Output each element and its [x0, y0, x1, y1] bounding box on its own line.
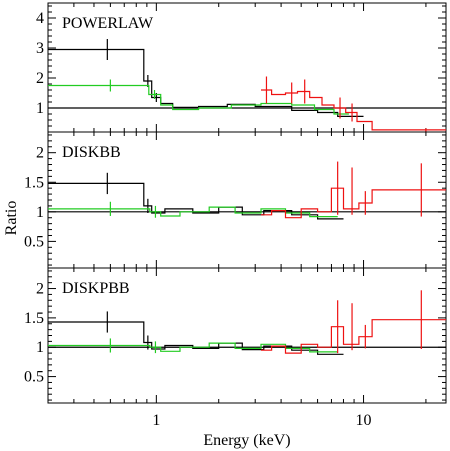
y-tick-label: 2 [36, 70, 44, 87]
panel-title: DISKPBB [62, 280, 130, 297]
series-black-steps [48, 321, 344, 355]
y-tick-label: 4 [36, 10, 44, 27]
series-green-steps [48, 84, 349, 115]
x-tick-label: 1 [152, 412, 160, 429]
y-tick-label: 0.5 [24, 369, 44, 386]
series-red-steps [261, 319, 446, 354]
panels: 1 2 3 4 POWERLAW 0.5 1 1.5 2 DISKBB 0.5 1 1.5 2 DISKPB… [24, 2, 447, 429]
series-green-steps [48, 206, 338, 218]
series-green-steps [48, 342, 338, 353]
y-tick-label: 2 [36, 281, 44, 298]
y-tick-label: 3 [36, 40, 44, 57]
y-tick-label: 1 [36, 204, 44, 221]
y-tick-label: 1 [36, 339, 44, 356]
series-black-steps [48, 48, 364, 117]
panel-title: POWERLAW [62, 15, 154, 32]
y-tick-label: 0.5 [24, 233, 44, 250]
series-red-steps [261, 187, 446, 219]
y-axis-label: Ratio [3, 201, 20, 236]
panel-diskbb: 0.5 1 1.5 2 DISKBB [24, 131, 447, 269]
x-tick-label: 10 [356, 412, 372, 429]
panel-diskpbb: 0.5 1 1.5 2 DISKPBB [24, 267, 447, 404]
y-tick-label: 1.5 [24, 310, 44, 327]
series-red-steps [261, 89, 446, 131]
y-tick-label: 1 [36, 100, 44, 117]
panel-powerlaw: 1 2 3 4 POWERLAW [36, 2, 447, 133]
series-black-steps [48, 182, 344, 220]
y-tick-label: 2 [36, 145, 44, 162]
y-tick-label: 1.5 [24, 174, 44, 191]
x-axis-label: Energy (keV) [203, 432, 290, 449]
panel-title: DISKBB [62, 144, 121, 161]
